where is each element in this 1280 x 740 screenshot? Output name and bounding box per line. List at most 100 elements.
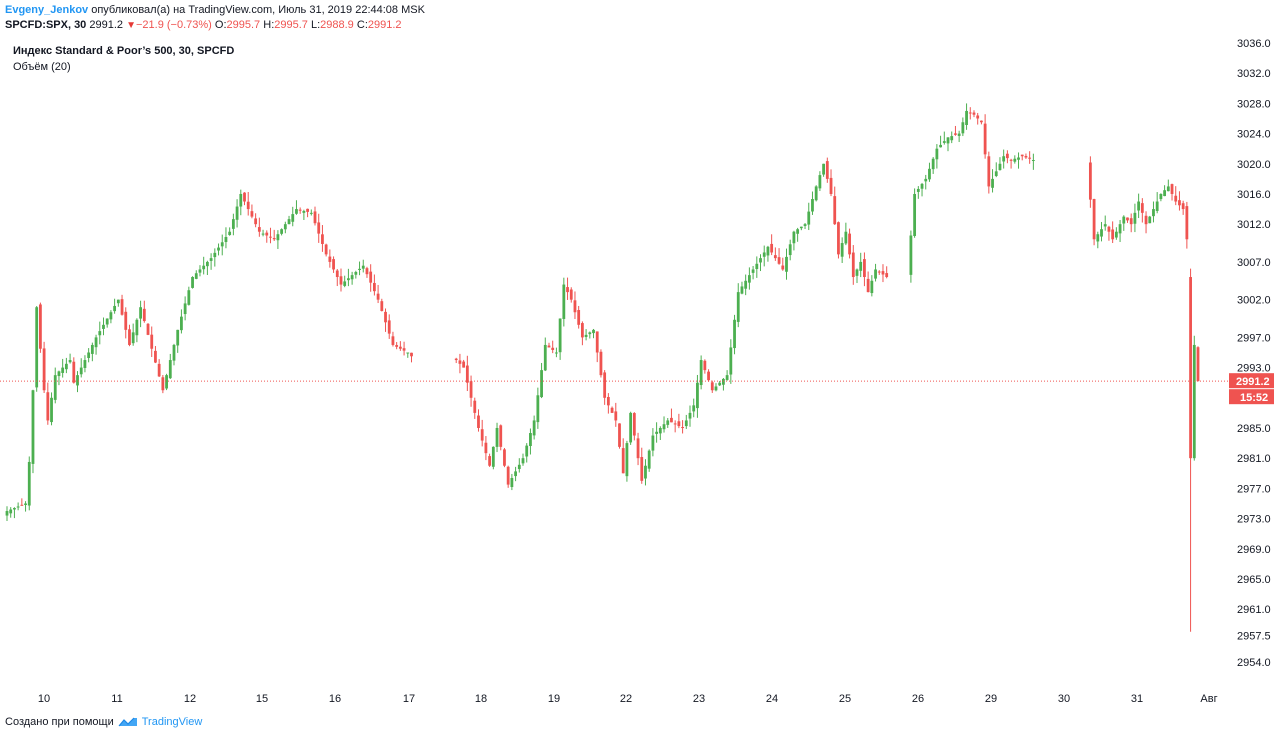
- candle-body: [395, 345, 399, 347]
- candle-body: [725, 375, 729, 380]
- candle-body: [231, 219, 235, 229]
- candle-body: [161, 377, 165, 391]
- x-tick-label: 30: [1058, 693, 1070, 705]
- candle-body: [465, 365, 469, 383]
- x-tick-label: 18: [475, 693, 487, 705]
- candle-body: [254, 218, 258, 225]
- candle-body: [250, 211, 254, 217]
- candle-body: [681, 427, 684, 429]
- candle-body: [928, 168, 931, 180]
- x-tick-label: 22: [620, 693, 632, 705]
- candle-body: [807, 211, 811, 225]
- candle-body: [276, 234, 280, 241]
- candle-body: [976, 115, 980, 119]
- candle-body: [547, 345, 551, 348]
- candle-body: [614, 411, 618, 421]
- candle-body: [651, 435, 655, 451]
- candle-body: [313, 211, 317, 224]
- tradingview-brand[interactable]: TradingView: [141, 716, 203, 728]
- candle-body: [536, 395, 540, 423]
- high-value: 2995.7: [274, 19, 308, 31]
- y-tick-label: 2985.0: [1237, 423, 1271, 435]
- candle-body: [920, 183, 924, 189]
- candle-body: [595, 331, 599, 353]
- volume-legend[interactable]: Объём (20): [13, 61, 71, 73]
- candle-body: [380, 301, 384, 311]
- candle-body: [42, 348, 46, 391]
- candle-body: [503, 449, 506, 466]
- candle-body: [803, 224, 807, 226]
- candle-body: [280, 229, 284, 234]
- candle-body: [1192, 344, 1196, 459]
- candle-body: [272, 238, 276, 240]
- current-price-badge: [1229, 373, 1274, 389]
- candle-body: [1088, 162, 1092, 200]
- candle-body: [365, 268, 369, 275]
- open-label: O:: [214, 19, 227, 31]
- candle-body: [766, 246, 770, 256]
- high-label: H:: [263, 19, 275, 31]
- candle-body: [13, 508, 16, 510]
- candle-body: [1166, 186, 1170, 192]
- candle-body: [105, 318, 109, 325]
- candle-body: [1118, 224, 1122, 234]
- candle-body: [1024, 155, 1028, 158]
- candle-body: [636, 438, 640, 459]
- candle-body: [825, 161, 829, 179]
- publish-info: Evgeny_Jenkov опубликовал(а) на TradingV…: [5, 4, 425, 16]
- candle-body: [384, 311, 387, 323]
- price-change: −21.9 (−0.73%): [136, 19, 212, 31]
- candle-body: [57, 371, 61, 377]
- candle-body: [670, 417, 673, 423]
- candle-body: [848, 233, 851, 255]
- candle-body: [707, 371, 710, 381]
- candle-body: [16, 506, 20, 508]
- candle-body: [1031, 160, 1035, 162]
- author-link[interactable]: Evgeny_Jenkov: [5, 4, 89, 16]
- candle-body: [76, 375, 79, 386]
- candle-body: [220, 242, 224, 247]
- x-tick-label: 11: [111, 693, 122, 705]
- candle-body: [566, 287, 569, 293]
- candle-body: [38, 304, 42, 349]
- candle-body: [770, 243, 774, 253]
- candle-body: [116, 299, 120, 304]
- candle-body: [640, 457, 644, 481]
- candle-body: [939, 144, 942, 148]
- candle-body: [53, 375, 57, 400]
- candle-body: [1152, 209, 1155, 217]
- candle-body: [1178, 200, 1181, 206]
- candle-body: [458, 360, 462, 364]
- created-with-text: Создано при помощи: [5, 716, 114, 728]
- candle-body: [632, 413, 636, 436]
- candle-body: [194, 273, 198, 279]
- candle-body: [154, 350, 157, 363]
- candle-body: [46, 392, 50, 421]
- candle-body: [495, 427, 499, 447]
- candle-body: [1196, 347, 1200, 382]
- candle-body: [387, 320, 391, 334]
- candle-body: [781, 265, 785, 270]
- candle-body: [1137, 201, 1141, 211]
- candle-body: [477, 415, 480, 428]
- candle-body: [287, 219, 291, 225]
- candle-body: [818, 175, 822, 189]
- candle-body: [309, 212, 313, 214]
- candle-body: [176, 329, 180, 346]
- close-label: C:: [356, 19, 368, 31]
- candle-body: [1185, 206, 1189, 240]
- candle-body: [729, 347, 733, 375]
- y-tick-label: 3024.0: [1237, 129, 1271, 141]
- y-tick-label: 2973.0: [1237, 514, 1271, 526]
- candle-body: [124, 311, 128, 330]
- y-tick-label: 3016.0: [1237, 189, 1271, 201]
- candle-body: [942, 141, 946, 143]
- candle-body: [829, 177, 833, 194]
- candle-body: [1013, 158, 1017, 162]
- candle-body: [965, 110, 968, 126]
- candle-body: [662, 424, 666, 430]
- candle-body: [1159, 193, 1163, 200]
- candle-body: [269, 236, 272, 238]
- candle-body: [35, 307, 39, 388]
